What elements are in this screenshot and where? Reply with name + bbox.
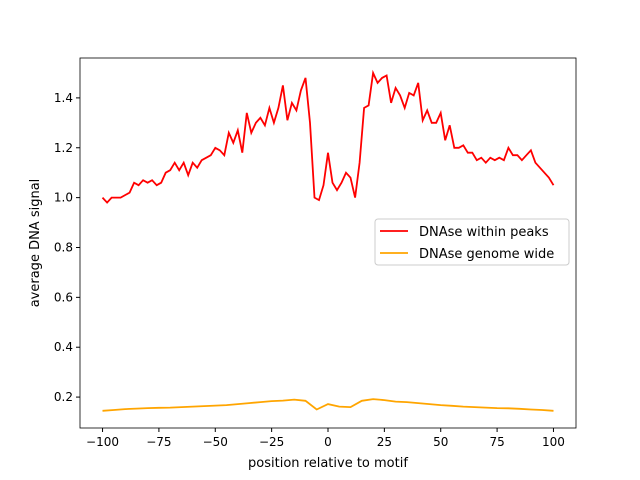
x-tick-label: 25: [377, 435, 392, 449]
x-tick-label: 75: [489, 435, 504, 449]
y-axis-label: average DNA signal: [28, 179, 43, 308]
y-tick-label: 0.4: [54, 340, 73, 354]
y-tick-label: 0.2: [54, 390, 73, 404]
legend-label-genome: DNAse genome wide: [419, 247, 554, 262]
x-tick-label: −75: [146, 435, 171, 449]
y-tick-label: 1.4: [54, 91, 73, 105]
x-tick-label: −100: [86, 435, 119, 449]
legend-label-peaks: DNAse within peaks: [419, 225, 549, 240]
x-axis-label: position relative to motif: [248, 456, 408, 471]
x-tick-label: 50: [433, 435, 448, 449]
y-tick-label: 1.2: [54, 141, 73, 155]
y-tick-label: 0.8: [54, 240, 73, 254]
x-tick-label: 100: [542, 435, 565, 449]
series-line-0: [101, 69, 555, 204]
x-tick-label: −25: [259, 435, 284, 449]
x-tick-label: 0: [324, 435, 332, 449]
legend: DNAse within peaks DNAse genome wide: [374, 218, 570, 266]
y-tick-label: 1.0: [54, 191, 73, 205]
x-tick-label: −50: [203, 435, 228, 449]
series-line-1: [102, 398, 554, 412]
y-tick-label: 0.6: [54, 290, 73, 304]
